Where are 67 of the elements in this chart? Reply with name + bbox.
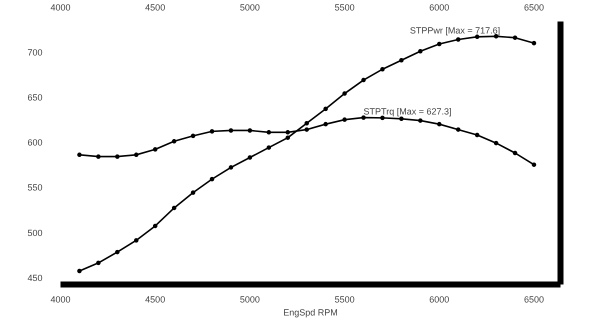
x-tick-label: 5000 — [240, 294, 260, 304]
x-tick-label: 4000 — [50, 294, 71, 304]
point — [512, 150, 518, 156]
annotation: STPTrq [Max = 627.3] — [364, 106, 452, 117]
x2-tick-label: 4000 — [50, 2, 71, 12]
annotation: STPPwr [Max = 717.6] — [410, 25, 500, 36]
point — [323, 122, 328, 126]
x-tick-label: 6500 — [524, 294, 544, 304]
point — [210, 176, 214, 182]
point — [248, 128, 252, 133]
y-tick-label: 500 — [27, 228, 43, 238]
point — [248, 155, 252, 160]
x2-tick-label: 5500 — [334, 2, 355, 12]
point — [286, 135, 290, 140]
point — [361, 78, 366, 82]
y-tick-label: 650 — [27, 92, 43, 103]
point — [152, 224, 158, 228]
point — [342, 91, 347, 96]
point — [266, 145, 272, 150]
y-tick-label: 700 — [27, 48, 43, 58]
point — [532, 162, 536, 167]
y-tick-label: 550 — [27, 182, 43, 193]
point — [418, 48, 423, 54]
x2-tick-label: 5000 — [240, 2, 260, 12]
point — [286, 130, 290, 135]
point — [134, 152, 139, 158]
point — [172, 139, 176, 144]
point — [152, 147, 158, 152]
point — [228, 128, 234, 133]
point — [494, 140, 498, 146]
point — [96, 260, 101, 266]
point — [456, 37, 460, 42]
point — [532, 40, 536, 46]
point — [77, 152, 82, 158]
point — [323, 106, 328, 112]
point — [210, 129, 214, 134]
y-tick-label: 600 — [27, 138, 43, 148]
point — [437, 122, 442, 126]
point — [134, 238, 139, 243]
point — [474, 132, 480, 138]
point — [304, 127, 309, 132]
point — [304, 121, 309, 126]
x-axis-title: EngSpd RPM — [283, 308, 338, 318]
point — [115, 154, 120, 159]
point — [190, 190, 196, 195]
point — [190, 134, 196, 138]
point — [342, 117, 347, 122]
x2-tick-label: 6000 — [429, 2, 450, 12]
point — [115, 250, 120, 254]
x-tick-label: 4500 — [145, 294, 166, 304]
point — [380, 66, 385, 72]
point — [266, 130, 272, 135]
point — [172, 206, 176, 210]
point — [228, 165, 234, 170]
point — [399, 116, 404, 122]
point — [437, 42, 442, 46]
point — [418, 118, 423, 123]
x2-tick-label: 6500 — [524, 2, 544, 12]
x-tick-label: 6000 — [429, 294, 450, 304]
point — [77, 268, 82, 274]
point — [456, 127, 460, 132]
point — [96, 154, 101, 159]
x-tick-label: 5500 — [334, 294, 355, 304]
point — [399, 58, 404, 62]
point — [512, 35, 518, 40]
y-tick-label: 450 — [27, 272, 43, 283]
x2-tick-label: 4500 — [145, 2, 166, 12]
